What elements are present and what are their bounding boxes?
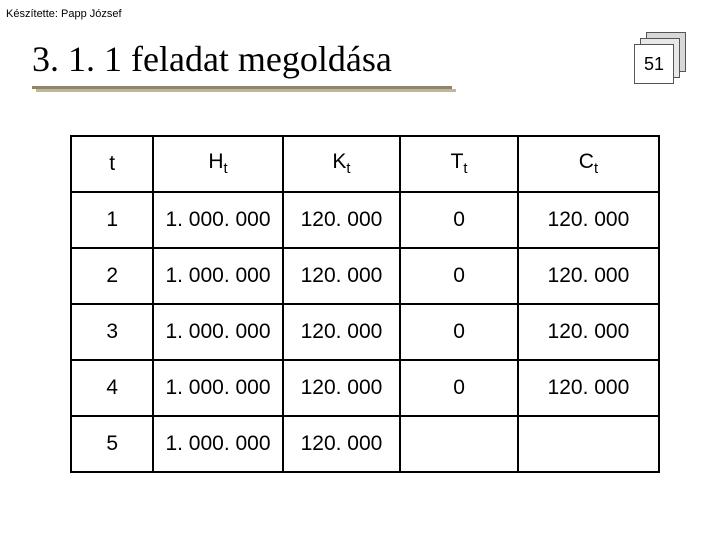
table-row: 51. 000. 000120. 000 [71, 416, 659, 472]
table-cell: 2 [71, 248, 153, 304]
table-cell: 0 [400, 192, 518, 248]
table-cell: 0 [400, 248, 518, 304]
table-cell: 120. 000 [518, 304, 659, 360]
table-cell: 3 [71, 304, 153, 360]
title-block: 3. 1. 1 feladat megoldása [32, 38, 452, 92]
table-cell: 120. 000 [518, 360, 659, 416]
table-row: 31. 000. 000120. 0000120. 000 [71, 304, 659, 360]
table-cell: 1. 000. 000 [153, 192, 282, 248]
table-cell: 0 [400, 360, 518, 416]
page-number: 51 [634, 44, 674, 84]
col-header-tt: Tt [400, 136, 518, 192]
table-cell: 120. 000 [283, 416, 401, 472]
table-cell: 1. 000. 000 [153, 360, 282, 416]
table-cell: 1. 000. 000 [153, 416, 282, 472]
col-header-ht: Ht [153, 136, 282, 192]
table-header-row: tHtKtTtCt [71, 136, 659, 192]
table-cell: 120. 000 [283, 304, 401, 360]
page-title: 3. 1. 1 feladat megoldása [32, 38, 452, 86]
table-cell [400, 416, 518, 472]
title-underline [32, 86, 452, 92]
page-number-badge: 51 [634, 32, 690, 80]
table-cell: 1. 000. 000 [153, 304, 282, 360]
table-cell: 120. 000 [518, 248, 659, 304]
table-cell: 120. 000 [518, 192, 659, 248]
table-cell: 4 [71, 360, 153, 416]
table-cell: 0 [400, 304, 518, 360]
table-row: 11. 000. 000120. 0000120. 000 [71, 192, 659, 248]
table-cell: 1. 000. 000 [153, 248, 282, 304]
author-label: Készítette: Papp József [6, 8, 122, 20]
table-row: 21. 000. 000120. 0000120. 000 [71, 248, 659, 304]
table-cell: 120. 000 [283, 360, 401, 416]
table-cell: 1 [71, 192, 153, 248]
col-header-t: t [71, 136, 153, 192]
solution-table: tHtKtTtCt 11. 000. 000120. 0000120. 0002… [70, 135, 660, 473]
table-cell: 120. 000 [283, 192, 401, 248]
table-cell: 120. 000 [283, 248, 401, 304]
solution-table-wrap: tHtKtTtCt 11. 000. 000120. 0000120. 0002… [70, 135, 660, 473]
col-header-kt: Kt [283, 136, 401, 192]
col-header-ct: Ct [518, 136, 659, 192]
table-cell: 5 [71, 416, 153, 472]
table-row: 41. 000. 000120. 0000120. 000 [71, 360, 659, 416]
table-cell [518, 416, 659, 472]
